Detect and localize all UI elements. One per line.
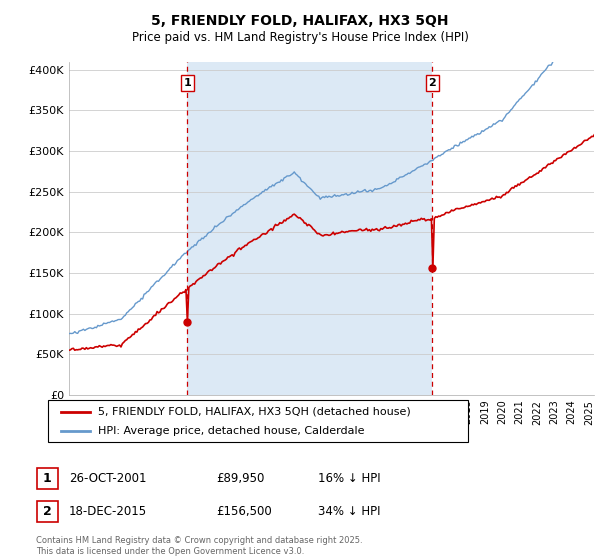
Text: 16% ↓ HPI: 16% ↓ HPI [318,472,380,485]
Text: 26-OCT-2001: 26-OCT-2001 [69,472,146,485]
Text: 2: 2 [43,505,52,519]
Text: 18-DEC-2015: 18-DEC-2015 [69,505,147,519]
Text: HPI: Average price, detached house, Calderdale: HPI: Average price, detached house, Cald… [98,426,365,436]
Text: 5, FRIENDLY FOLD, HALIFAX, HX3 5QH (detached house): 5, FRIENDLY FOLD, HALIFAX, HX3 5QH (deta… [98,407,411,417]
Text: Price paid vs. HM Land Registry's House Price Index (HPI): Price paid vs. HM Land Registry's House … [131,31,469,44]
Bar [187,62,432,395]
Text: £89,950: £89,950 [216,472,265,485]
Text: 1: 1 [183,78,191,88]
Text: £156,500: £156,500 [216,505,272,519]
FancyBboxPatch shape [48,400,468,442]
Text: 1: 1 [43,472,52,485]
Text: Contains HM Land Registry data © Crown copyright and database right 2025.
This d: Contains HM Land Registry data © Crown c… [36,536,362,556]
Text: 2: 2 [428,78,436,88]
FancyBboxPatch shape [37,468,58,489]
Text: 34% ↓ HPI: 34% ↓ HPI [318,505,380,519]
FancyBboxPatch shape [37,501,58,522]
Text: 5, FRIENDLY FOLD, HALIFAX, HX3 5QH: 5, FRIENDLY FOLD, HALIFAX, HX3 5QH [151,14,449,28]
